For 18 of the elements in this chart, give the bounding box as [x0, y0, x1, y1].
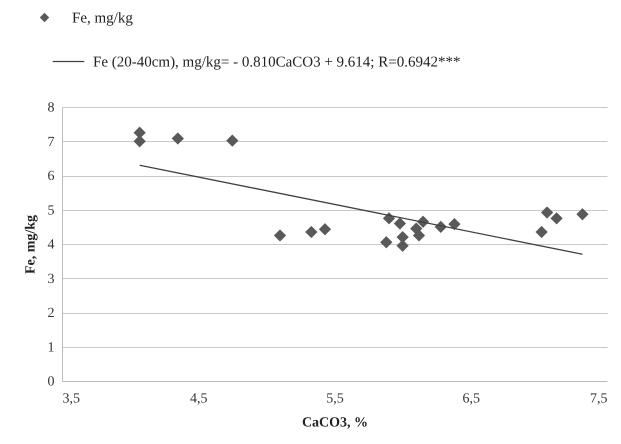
legend-label: Fe, mg/kg: [72, 10, 134, 26]
x-axis-title: CaCO3, %: [302, 416, 368, 430]
x-tick-label: 7,5: [590, 392, 608, 406]
y-tick-label: 2: [48, 306, 54, 321]
y-axis-title: Fe, mg/kg: [24, 214, 38, 274]
x-tick-label: 3,5: [62, 392, 80, 406]
y-tick-label: 3: [48, 272, 54, 287]
y-tick-label: 5: [48, 203, 54, 218]
y-tick-label: 4: [48, 238, 54, 252]
legend-label: Fe (20-40cm), mg/kg= - 0.810CaCO3 + 9.614; R=0.6942***: [93, 54, 460, 70]
x-tick-label: 6,5: [462, 392, 480, 406]
y-tick-label: 0: [48, 374, 54, 390]
y-tick-label: 1: [48, 340, 54, 356]
x-tick-label: 5,5: [326, 392, 344, 406]
x-tick-label: 4,5: [190, 392, 208, 406]
y-tick-label: 7: [48, 134, 54, 150]
y-tick-label: 6: [48, 169, 54, 184]
y-tick-label: 8: [48, 100, 54, 116]
